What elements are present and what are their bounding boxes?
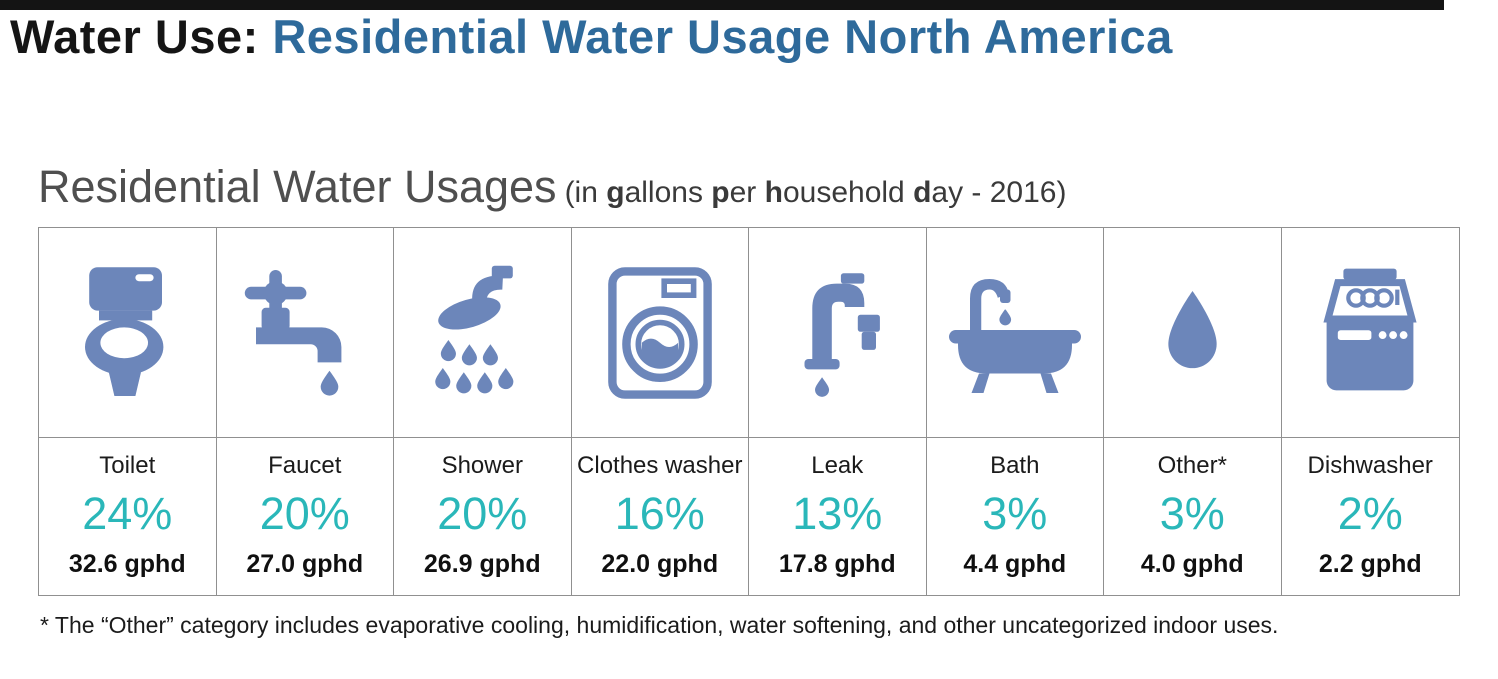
faucet-icon — [216, 228, 393, 439]
usage-stats: Faucet 20% 27.0 gphd — [217, 438, 394, 595]
percent-value: 20% — [259, 488, 350, 540]
category-label: Toilet — [99, 452, 156, 480]
usage-column-dishwasher: Dishwasher 2% 2.2 gphd — [1281, 228, 1460, 595]
percent-value: 3% — [982, 488, 1048, 540]
subtitle-bold-d: d — [913, 176, 932, 210]
category-label: Leak — [811, 452, 864, 480]
usage-stats: Bath 3% 4.4 gphd — [927, 438, 1104, 595]
subtitle-part: ay - 2016) — [931, 176, 1067, 210]
subtitle-bold-p: p — [711, 176, 730, 210]
gphd-value: 22.0 gphd — [601, 550, 719, 579]
usage-table: Toilet 24% 32.6 gphd — [38, 227, 1460, 597]
toilet-icon — [39, 228, 216, 439]
percent-value: 20% — [437, 488, 528, 540]
percent-value: 24% — [82, 488, 173, 540]
section-subtitle: (in gallons per household day - 2016) — [565, 176, 1067, 209]
category-label: Faucet — [268, 452, 342, 480]
usage-column-shower: Shower 20% 26.9 gphd — [394, 228, 572, 596]
clothes-washer-icon — [571, 228, 748, 439]
usage-stats: Other* 3% 4.0 gphd — [1104, 438, 1281, 595]
usage-stats: Dishwasher 2% 2.2 gphd — [1282, 438, 1460, 595]
gphd-value: 4.4 gphd — [963, 550, 1067, 579]
leak-pipe-icon — [749, 228, 926, 439]
subtitle-bold-g: g — [606, 176, 625, 210]
page-title-main: Residential Water Usage North America — [259, 10, 1173, 63]
percent-value: 2% — [1337, 488, 1403, 540]
usage-stats: Leak 13% 17.8 gphd — [749, 438, 926, 595]
usage-stats: Toilet 24% 32.6 gphd — [39, 438, 216, 595]
footnote: * The “Other” category includes evaporat… — [40, 612, 1279, 639]
category-label: Other* — [1157, 452, 1227, 480]
usage-column-other: Other* 3% 4.0 gphd — [1104, 228, 1282, 596]
category-label: Clothes washer — [577, 452, 743, 480]
gphd-value: 32.6 gphd — [68, 550, 186, 579]
gphd-value: 2.2 gphd — [1318, 550, 1422, 579]
section-title: Residential Water Usages (in gallons per … — [38, 161, 1498, 213]
subtitle-part: allons — [624, 176, 712, 210]
percent-value: 16% — [614, 488, 705, 540]
usage-column-bath: Bath 3% 4.4 gphd — [926, 228, 1104, 596]
slide: Water Use: Residential Water Usage North… — [0, 0, 1498, 639]
gphd-value: 17.8 gphd — [778, 550, 896, 579]
subtitle-part: er — [729, 176, 765, 210]
usage-stats: Shower 20% 26.9 gphd — [394, 438, 571, 595]
section-title-text: Residential Water Usages — [38, 161, 557, 213]
subtitle-part: (in — [564, 176, 607, 210]
usage-column-faucet: Faucet 20% 27.0 gphd — [216, 228, 394, 596]
page-title: Water Use: Residential Water Usage North… — [0, 10, 1498, 61]
subtitle-part: ousehold — [782, 176, 914, 210]
usage-column-toilet: Toilet 24% 32.6 gphd — [39, 228, 217, 596]
percent-value: 3% — [1159, 488, 1225, 540]
page-title-prefix: Water Use: — [10, 10, 259, 63]
category-label: Bath — [990, 452, 1040, 480]
usage-column-leak: Leak 13% 17.8 gphd — [749, 228, 927, 596]
dishwasher-icon — [1281, 228, 1459, 439]
gphd-value: 27.0 gphd — [246, 550, 364, 579]
usage-column-clothes-washer: Clothes washer 16% 22.0 gphd — [571, 228, 749, 596]
percent-value: 13% — [792, 488, 883, 540]
water-drop-icon — [1104, 228, 1281, 439]
subtitle-bold-h: h — [764, 176, 783, 210]
gphd-value: 4.0 gphd — [1140, 550, 1244, 579]
category-label: Shower — [441, 452, 523, 480]
category-label: Dishwasher — [1307, 452, 1433, 480]
shower-icon — [394, 228, 571, 439]
page-title-main-text: Residential Water Usage North America — [272, 10, 1173, 63]
usage-stats: Clothes washer 16% 22.0 gphd — [572, 438, 749, 595]
top-rule — [0, 0, 1444, 10]
gphd-value: 26.9 gphd — [423, 550, 541, 579]
bathtub-icon — [926, 228, 1103, 439]
